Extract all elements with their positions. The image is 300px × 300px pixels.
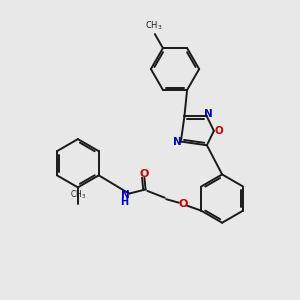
Text: N: N: [204, 109, 213, 118]
Text: N: N: [121, 190, 130, 200]
Text: H: H: [121, 197, 129, 207]
Text: CH$_3$: CH$_3$: [70, 188, 86, 201]
Text: O: O: [140, 169, 149, 179]
Text: O: O: [178, 199, 188, 209]
Text: N: N: [173, 136, 182, 147]
Text: O: O: [214, 126, 223, 136]
Text: CH$_3$: CH$_3$: [145, 19, 162, 32]
